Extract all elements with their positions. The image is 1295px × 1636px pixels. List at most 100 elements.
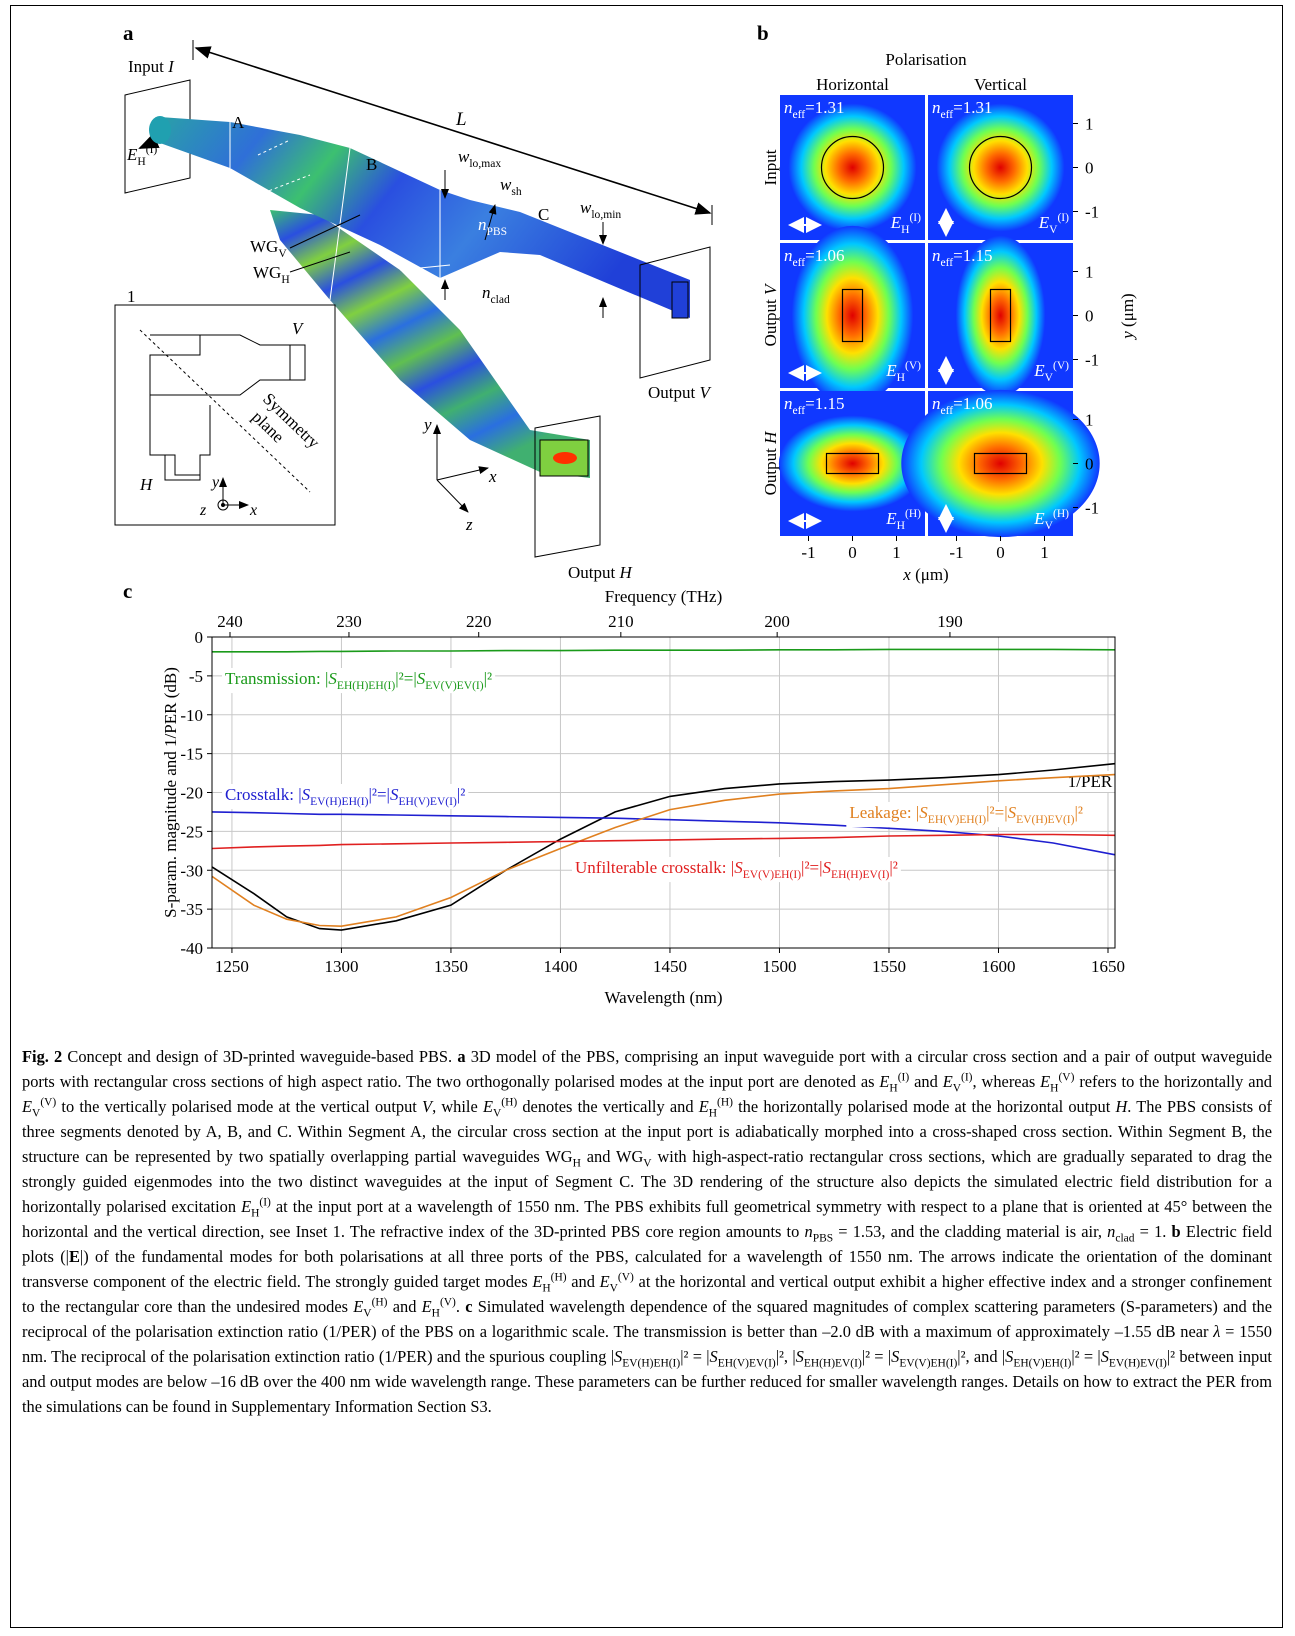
port-label: H bbox=[139, 475, 154, 494]
label-part: Leakage: bbox=[849, 803, 911, 822]
caption-text: PBS bbox=[812, 1232, 834, 1245]
series-line bbox=[212, 833, 1115, 850]
caption-text: V bbox=[363, 1307, 372, 1320]
label-part: H bbox=[139, 475, 154, 494]
label-part: E bbox=[126, 145, 138, 164]
series-line bbox=[211, 773, 1115, 928]
caption-text: c bbox=[465, 1297, 473, 1316]
inset-label: 1 bbox=[127, 287, 136, 306]
x-tick-label: 0 bbox=[848, 543, 857, 562]
label-part: EV(V)EH(I) bbox=[743, 868, 802, 881]
y-tick-label: 0 bbox=[1085, 455, 1094, 474]
label-part: (H) bbox=[905, 507, 921, 520]
mode-field bbox=[936, 103, 1065, 232]
label-part: eff bbox=[793, 404, 806, 417]
label-part: |²=| bbox=[395, 669, 417, 688]
caption-text: H bbox=[251, 1207, 260, 1220]
label-background bbox=[846, 802, 1086, 828]
caption-text: |², | bbox=[775, 1347, 796, 1366]
caption-text: , whereas bbox=[972, 1072, 1041, 1091]
label-part: Output bbox=[761, 295, 780, 346]
label-part: Transmission: bbox=[225, 669, 321, 688]
caption-text: = 1. bbox=[1134, 1222, 1172, 1241]
caption-text: |) of the fundamental modes for both pol… bbox=[22, 1247, 1272, 1291]
x-tick-label: 1500 bbox=[762, 957, 796, 976]
caption-text: EV(H)EH(I) bbox=[622, 1357, 681, 1370]
field-label: EV(H) bbox=[1033, 507, 1069, 532]
y-tick-label: -10 bbox=[180, 706, 203, 725]
caption-text: E bbox=[68, 1247, 80, 1266]
caption-text: E bbox=[942, 1072, 953, 1091]
label-part: n bbox=[932, 394, 941, 413]
label-part: eff bbox=[793, 108, 806, 121]
figure-caption: Fig. 2 Concept and design of 3D-printed … bbox=[22, 1044, 1272, 1419]
caption-text: EV(H)EV(I) bbox=[1108, 1357, 1167, 1370]
caption-text: H bbox=[1050, 1082, 1059, 1095]
axis-label: z bbox=[199, 502, 207, 519]
panel-label: c bbox=[123, 579, 132, 603]
label-part: | bbox=[294, 785, 302, 804]
caption-text: E bbox=[241, 1197, 252, 1216]
caption-text: (H) bbox=[550, 1271, 567, 1284]
column-label: Vertical bbox=[974, 75, 1027, 94]
label-part: Input bbox=[761, 149, 780, 185]
label-part: x bbox=[249, 502, 257, 519]
label-part: |²=| bbox=[986, 803, 1008, 822]
caption-text: E bbox=[599, 1272, 610, 1291]
axis-label: y bbox=[422, 415, 432, 434]
label-part: |²=| bbox=[801, 858, 823, 877]
column-label: Horizontal bbox=[816, 75, 889, 94]
axis-label: x bbox=[249, 502, 257, 519]
label-part: lo,min bbox=[591, 208, 621, 221]
y-tick-label: -15 bbox=[180, 745, 203, 764]
core-outline bbox=[825, 452, 880, 475]
x2-axis-label: Frequency (THz) bbox=[605, 587, 723, 606]
label-part: H bbox=[761, 430, 780, 445]
label-part: H bbox=[901, 223, 909, 236]
label-part: =1.15 bbox=[953, 246, 992, 265]
label-part: V bbox=[1045, 519, 1054, 532]
field-label: EV(V) bbox=[1033, 359, 1069, 384]
mode-field bbox=[955, 235, 1046, 396]
field-label: EV(I) bbox=[1038, 211, 1069, 236]
caption-text: clad bbox=[1115, 1232, 1135, 1245]
label-part: I bbox=[167, 57, 175, 76]
series-line bbox=[211, 762, 1115, 931]
caption-text: S bbox=[795, 1347, 804, 1366]
label-part: EV(V)EV(I) bbox=[425, 679, 484, 692]
caption-text: Electric field plots (| bbox=[22, 1222, 1273, 1266]
label-part: w bbox=[580, 198, 592, 217]
caption-text: E bbox=[532, 1272, 543, 1291]
label-part: E bbox=[885, 509, 897, 528]
label-part: eff bbox=[793, 256, 806, 269]
label-part: H bbox=[897, 519, 905, 532]
label-part: S bbox=[302, 785, 311, 804]
label-part: EH(V)EH(I) bbox=[928, 813, 987, 826]
panel-a-drawing bbox=[114, 40, 713, 558]
label-part: EV(H)EH(I) bbox=[310, 795, 369, 808]
caption-text: (H) bbox=[371, 1296, 388, 1309]
caption-text: |² = | bbox=[861, 1347, 892, 1366]
waveguide-label: WGV bbox=[250, 237, 287, 260]
x-axis-label: x (μm) bbox=[902, 565, 948, 584]
label-part: Crosstalk: bbox=[225, 785, 294, 804]
label-part: EH(H)EV(I) bbox=[831, 868, 890, 881]
label-part: clad bbox=[491, 293, 510, 306]
caption-text: = 1.53, and the cladding material is air… bbox=[833, 1222, 1108, 1241]
field-label: EH(H) bbox=[885, 507, 921, 532]
caption-text: E bbox=[482, 1097, 493, 1116]
x-tick-label: 1450 bbox=[653, 957, 687, 976]
core-outline bbox=[820, 135, 885, 200]
label-part: EH(V)EV(I) bbox=[398, 795, 457, 808]
label-part: Output bbox=[568, 563, 619, 582]
label-part: |² bbox=[457, 785, 466, 804]
caption-text: S bbox=[1005, 1347, 1014, 1366]
label-part: S bbox=[1008, 803, 1017, 822]
caption-text: EH(V)EH(I) bbox=[1013, 1357, 1072, 1370]
y-axis-label: y (μm) bbox=[1118, 293, 1137, 340]
caption-text: with high-aspect-ratio rectangular cross… bbox=[22, 1147, 1272, 1216]
x-tick-label: 1300 bbox=[324, 957, 358, 976]
x-tick-label: 1 bbox=[892, 543, 901, 562]
label-part: sh bbox=[511, 185, 521, 198]
label-part: S bbox=[328, 669, 337, 688]
